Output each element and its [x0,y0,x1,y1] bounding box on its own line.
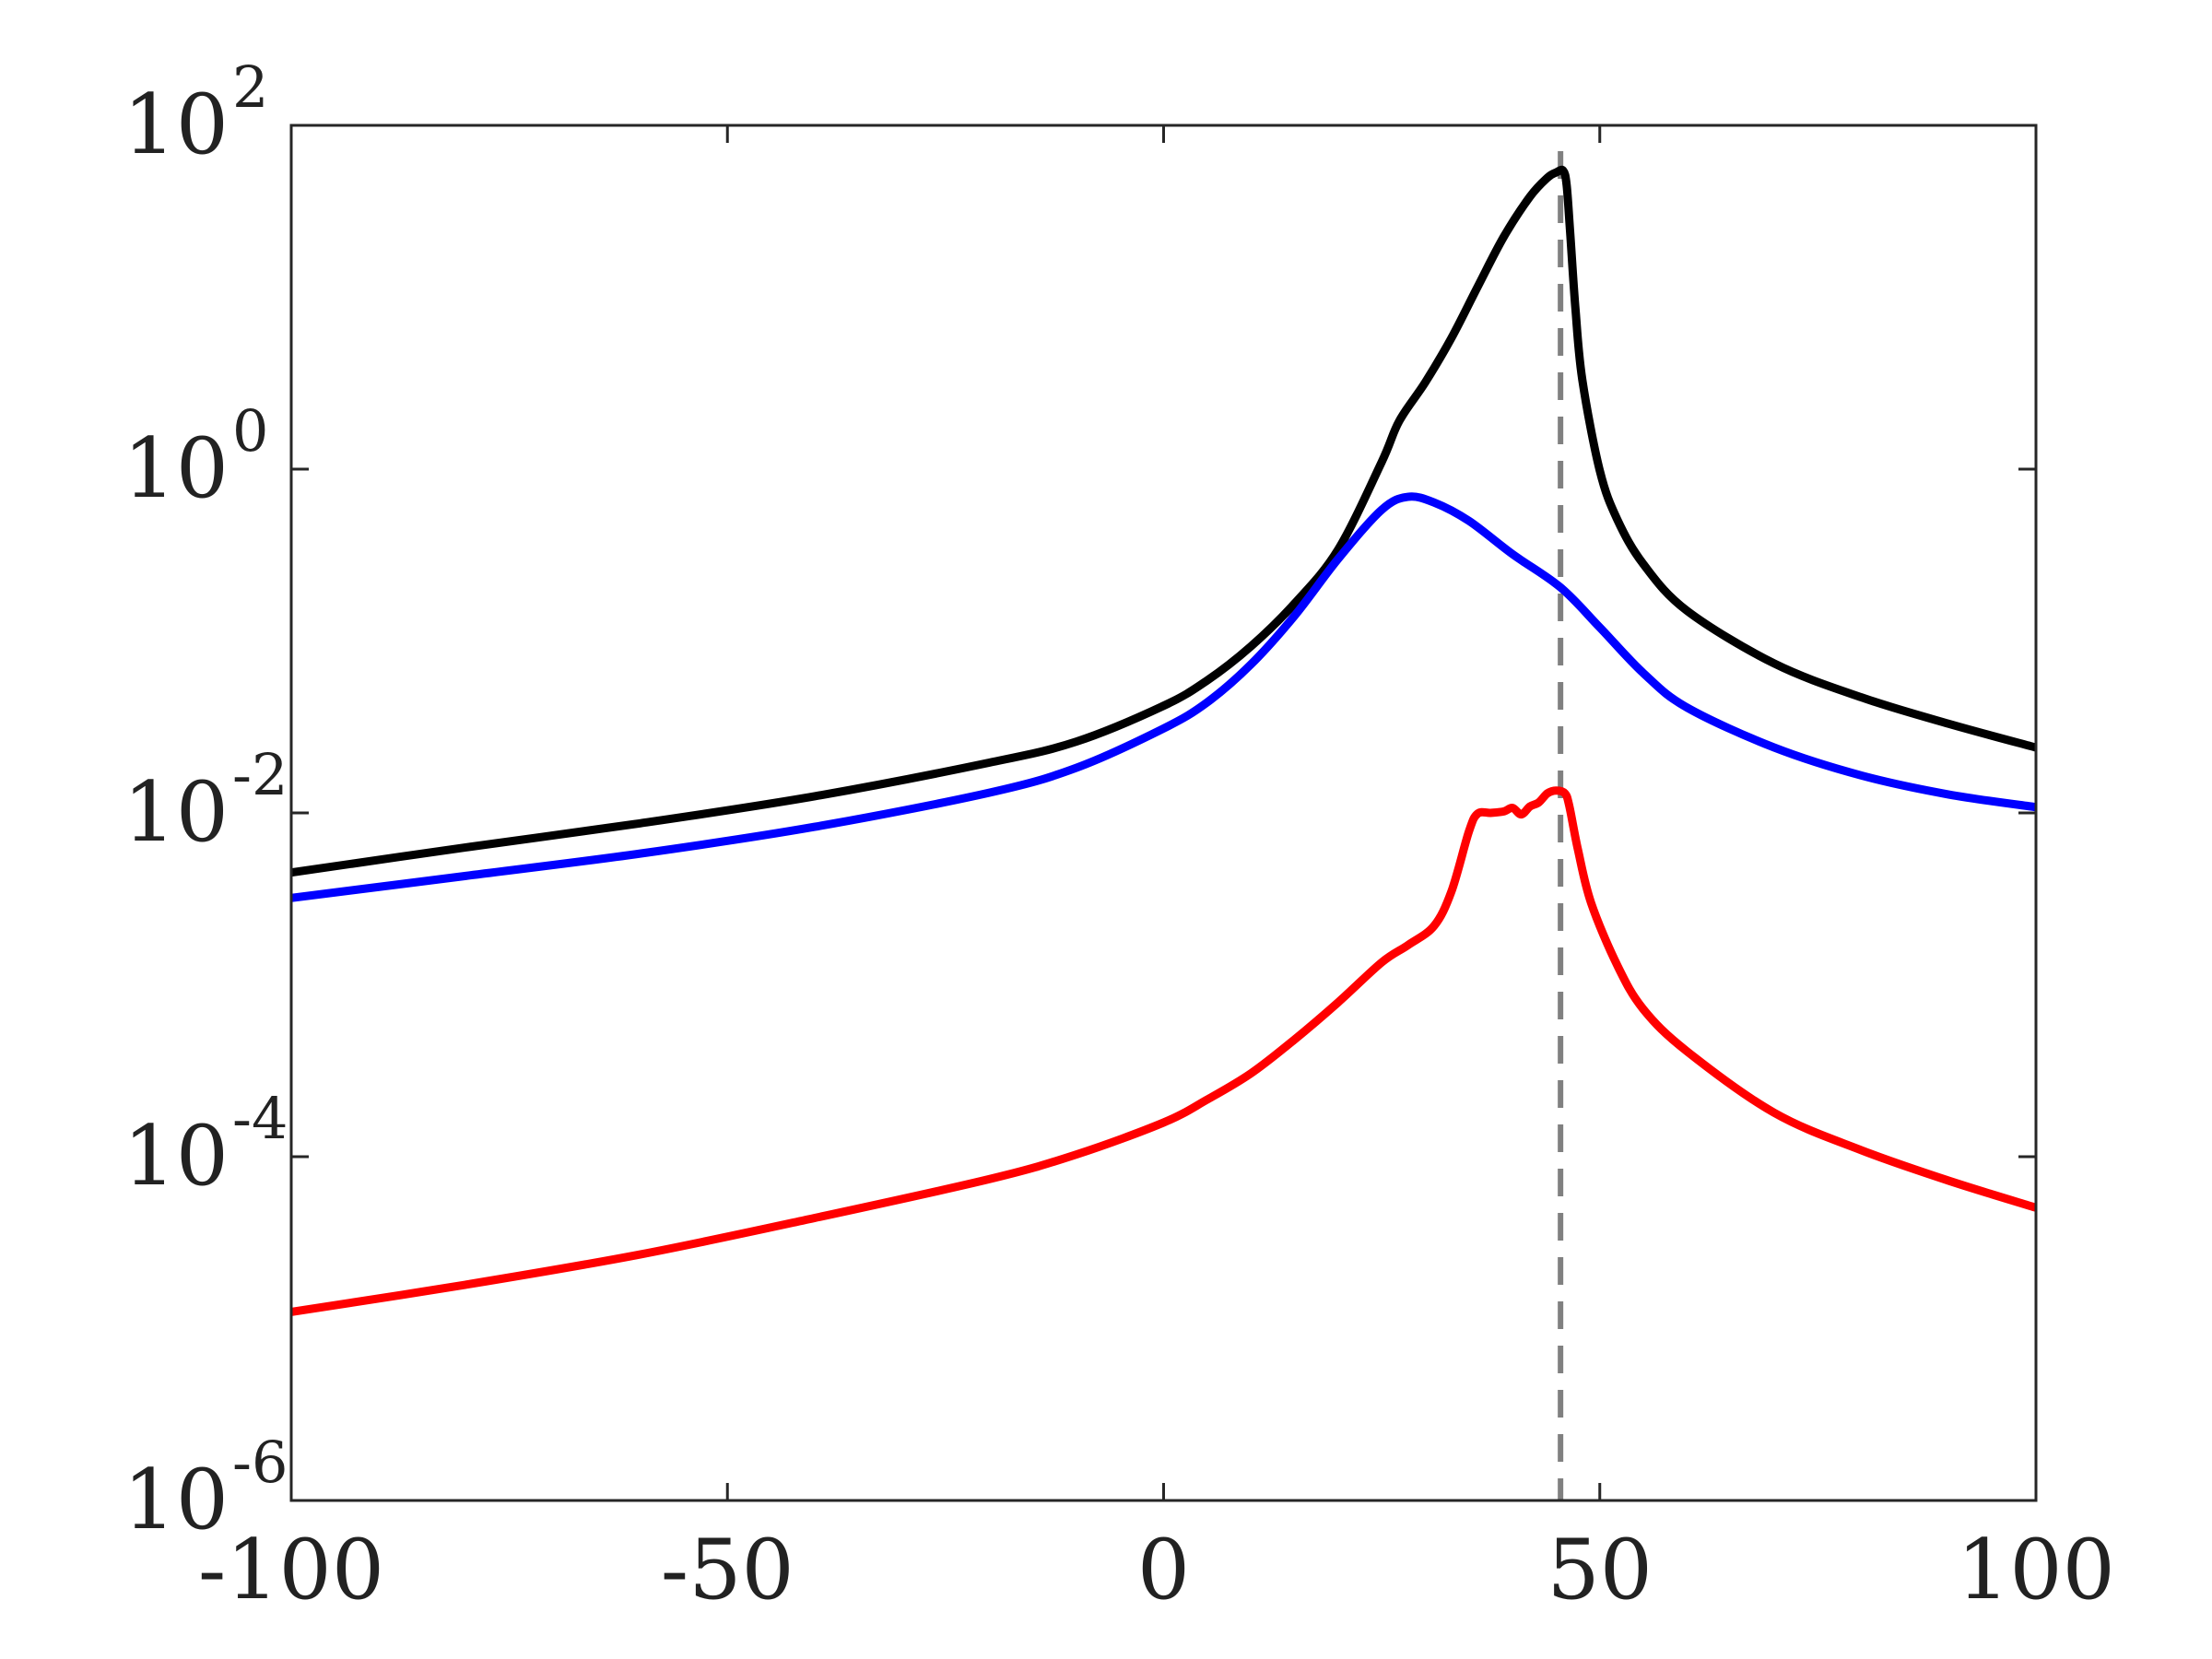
series-line-black [291,165,2036,877]
y-tick-label: 10 -6 [123,1429,288,1548]
y-tick-label-exponent: -4 [232,1085,288,1152]
y-tick-label-exponent: -6 [232,1429,288,1496]
series-line-blue [291,492,2036,902]
y-tick-label-base: 10 [123,1108,229,1205]
y-tick-label: 10 -4 [123,1085,288,1205]
x-tick-label: 0 [1137,1522,1190,1618]
y-tick-label-exponent: 0 [232,397,268,465]
x-tick-label: 50 [1547,1522,1653,1618]
y-tick-label-base: 10 [123,76,229,173]
y-tick-label-base: 10 [123,420,229,517]
series-line-red [291,786,2036,1316]
x-tick-label: -100 [198,1522,384,1618]
y-tick-label: 10 -2 [123,741,288,861]
y-tick-label: 10 2 [123,53,268,173]
x-tick-label: 100 [1957,1522,2115,1618]
y-tick-label: 10 0 [123,397,268,517]
y-tick-label-exponent: 2 [232,53,268,121]
x-tick-label: -50 [661,1522,794,1618]
y-tick-label-base: 10 [123,764,229,861]
y-tick-label-base: 10 [123,1452,229,1548]
plot-area [291,151,2036,1500]
y-tick-label-exponent: -2 [232,741,288,808]
axes-frame [289,124,2038,1502]
